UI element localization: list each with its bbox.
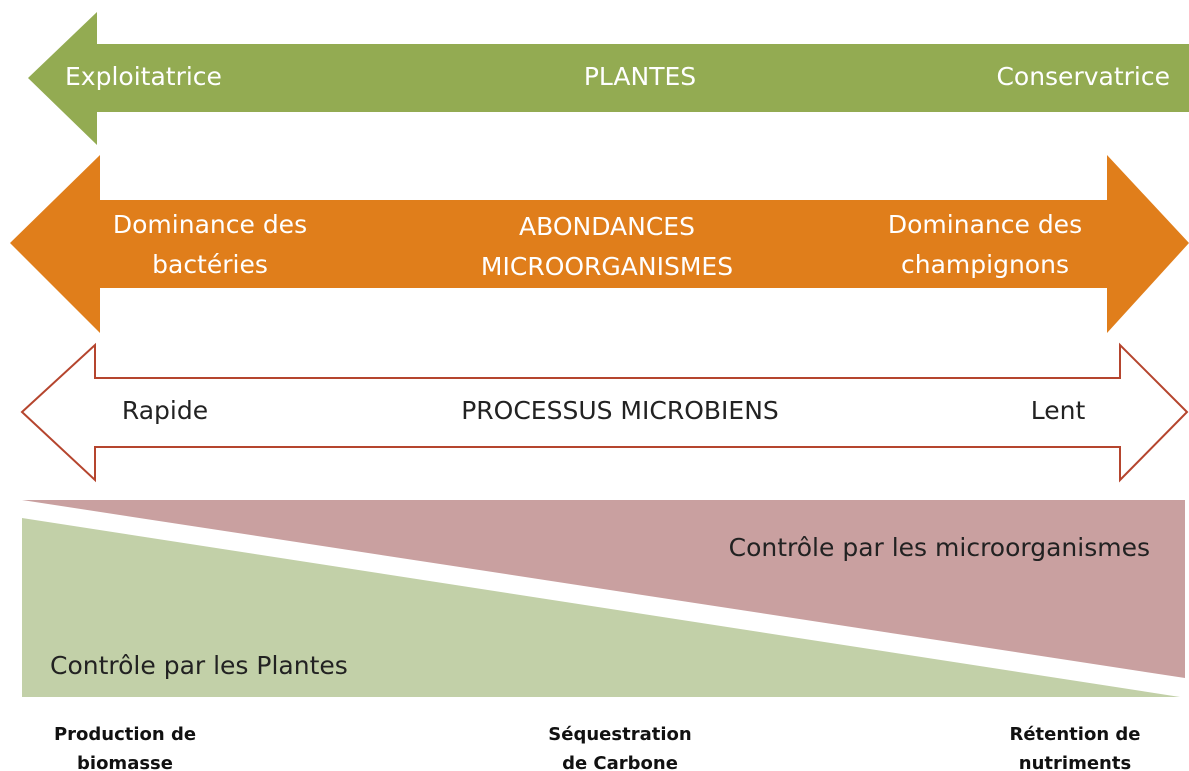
label: Dominance des	[113, 210, 307, 239]
outcome: biomasse	[77, 753, 173, 771]
label: champignons	[901, 250, 1069, 279]
microbe-control-wedge	[22, 500, 1185, 678]
label: Dominance des	[888, 210, 1082, 239]
outcome: Séquestration	[548, 724, 691, 745]
label: Contrôle par les microorganismes	[729, 533, 1150, 562]
label: PLANTES	[584, 62, 696, 91]
label: bactéries	[152, 250, 268, 279]
outcome: nutriments	[1019, 753, 1131, 771]
outcome: de Carbone	[562, 753, 678, 771]
label: Rapide	[122, 396, 208, 425]
label: Contrôle par les Plantes	[50, 651, 348, 680]
plants-arrow	[28, 12, 1189, 145]
label: MICROORGANISMES	[481, 252, 733, 281]
outcome: Rétention de	[1009, 724, 1140, 745]
microbes-arrow	[10, 155, 1189, 333]
label: Conservatrice	[996, 62, 1170, 91]
label: Lent	[1031, 396, 1086, 425]
label: PROCESSUS MICROBIENS	[461, 396, 779, 425]
plant-control-wedge	[22, 518, 1180, 697]
label: ABONDANCES	[519, 212, 695, 241]
process-arrow	[20, 342, 1189, 483]
label: Exploitatrice	[65, 62, 222, 91]
outcome: Production de	[54, 724, 196, 745]
